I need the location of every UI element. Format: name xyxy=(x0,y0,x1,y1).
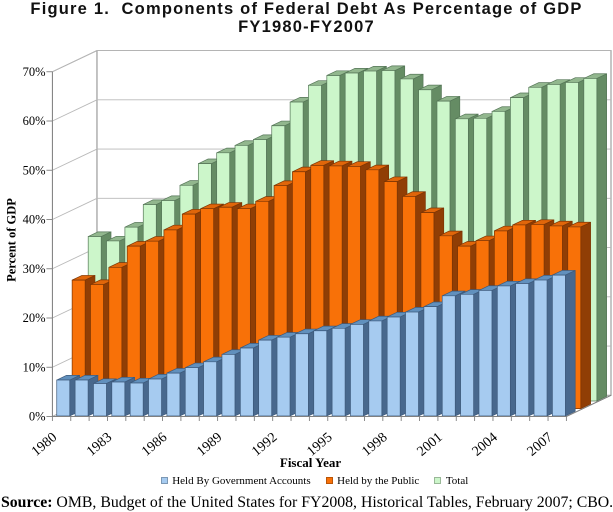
svg-text:0%: 0% xyxy=(29,410,46,424)
svg-text:20%: 20% xyxy=(23,311,46,325)
svg-text:10%: 10% xyxy=(23,360,46,374)
svg-text:70%: 70% xyxy=(23,65,46,79)
svg-text:40%: 40% xyxy=(23,213,46,227)
svg-text:60%: 60% xyxy=(23,114,46,128)
svg-text:Percent of GDP: Percent of GDP xyxy=(5,198,19,282)
svg-text:30%: 30% xyxy=(23,262,46,276)
svg-text:50%: 50% xyxy=(23,163,46,177)
